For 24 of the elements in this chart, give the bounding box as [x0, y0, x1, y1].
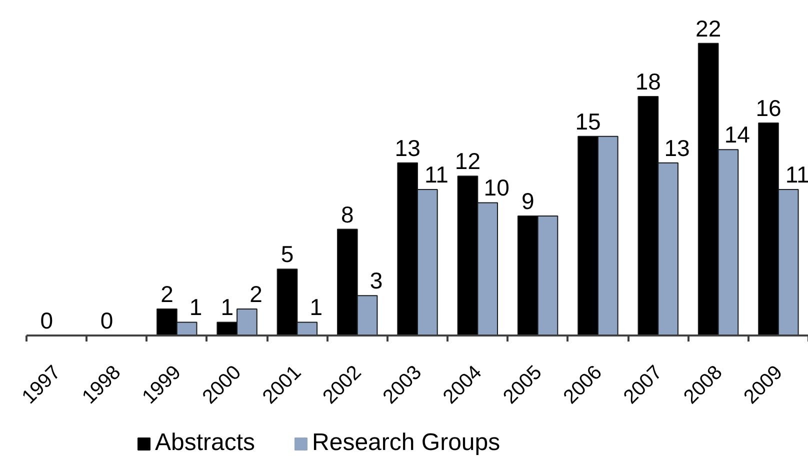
- data-label: 16: [756, 95, 782, 122]
- data-label: 10: [484, 174, 510, 201]
- legend-label: Abstracts: [155, 429, 256, 457]
- data-label: 0: [100, 308, 114, 334]
- data-label: 13: [664, 134, 690, 161]
- data-label: 2: [250, 280, 262, 307]
- data-label: 14: [724, 122, 750, 148]
- data-label: 1: [220, 294, 234, 320]
- data-label: 15: [575, 108, 601, 134]
- data-label: 8: [341, 201, 354, 228]
- data-label: 11: [424, 161, 448, 188]
- data-label: 2: [160, 280, 174, 307]
- data-label: 1: [310, 294, 323, 320]
- data-label: 1: [189, 294, 202, 320]
- data-label: 5: [280, 241, 294, 268]
- data-label: 3: [370, 268, 383, 294]
- data-label: 13: [394, 134, 420, 161]
- legend-label: Research Groups: [312, 429, 500, 457]
- data-label: 12: [454, 148, 481, 174]
- data-label: 0: [40, 308, 54, 334]
- data-label: 18: [635, 68, 661, 95]
- data-label: 22: [696, 15, 722, 42]
- data-label: 9: [521, 188, 534, 214]
- data-label: 11: [785, 161, 808, 188]
